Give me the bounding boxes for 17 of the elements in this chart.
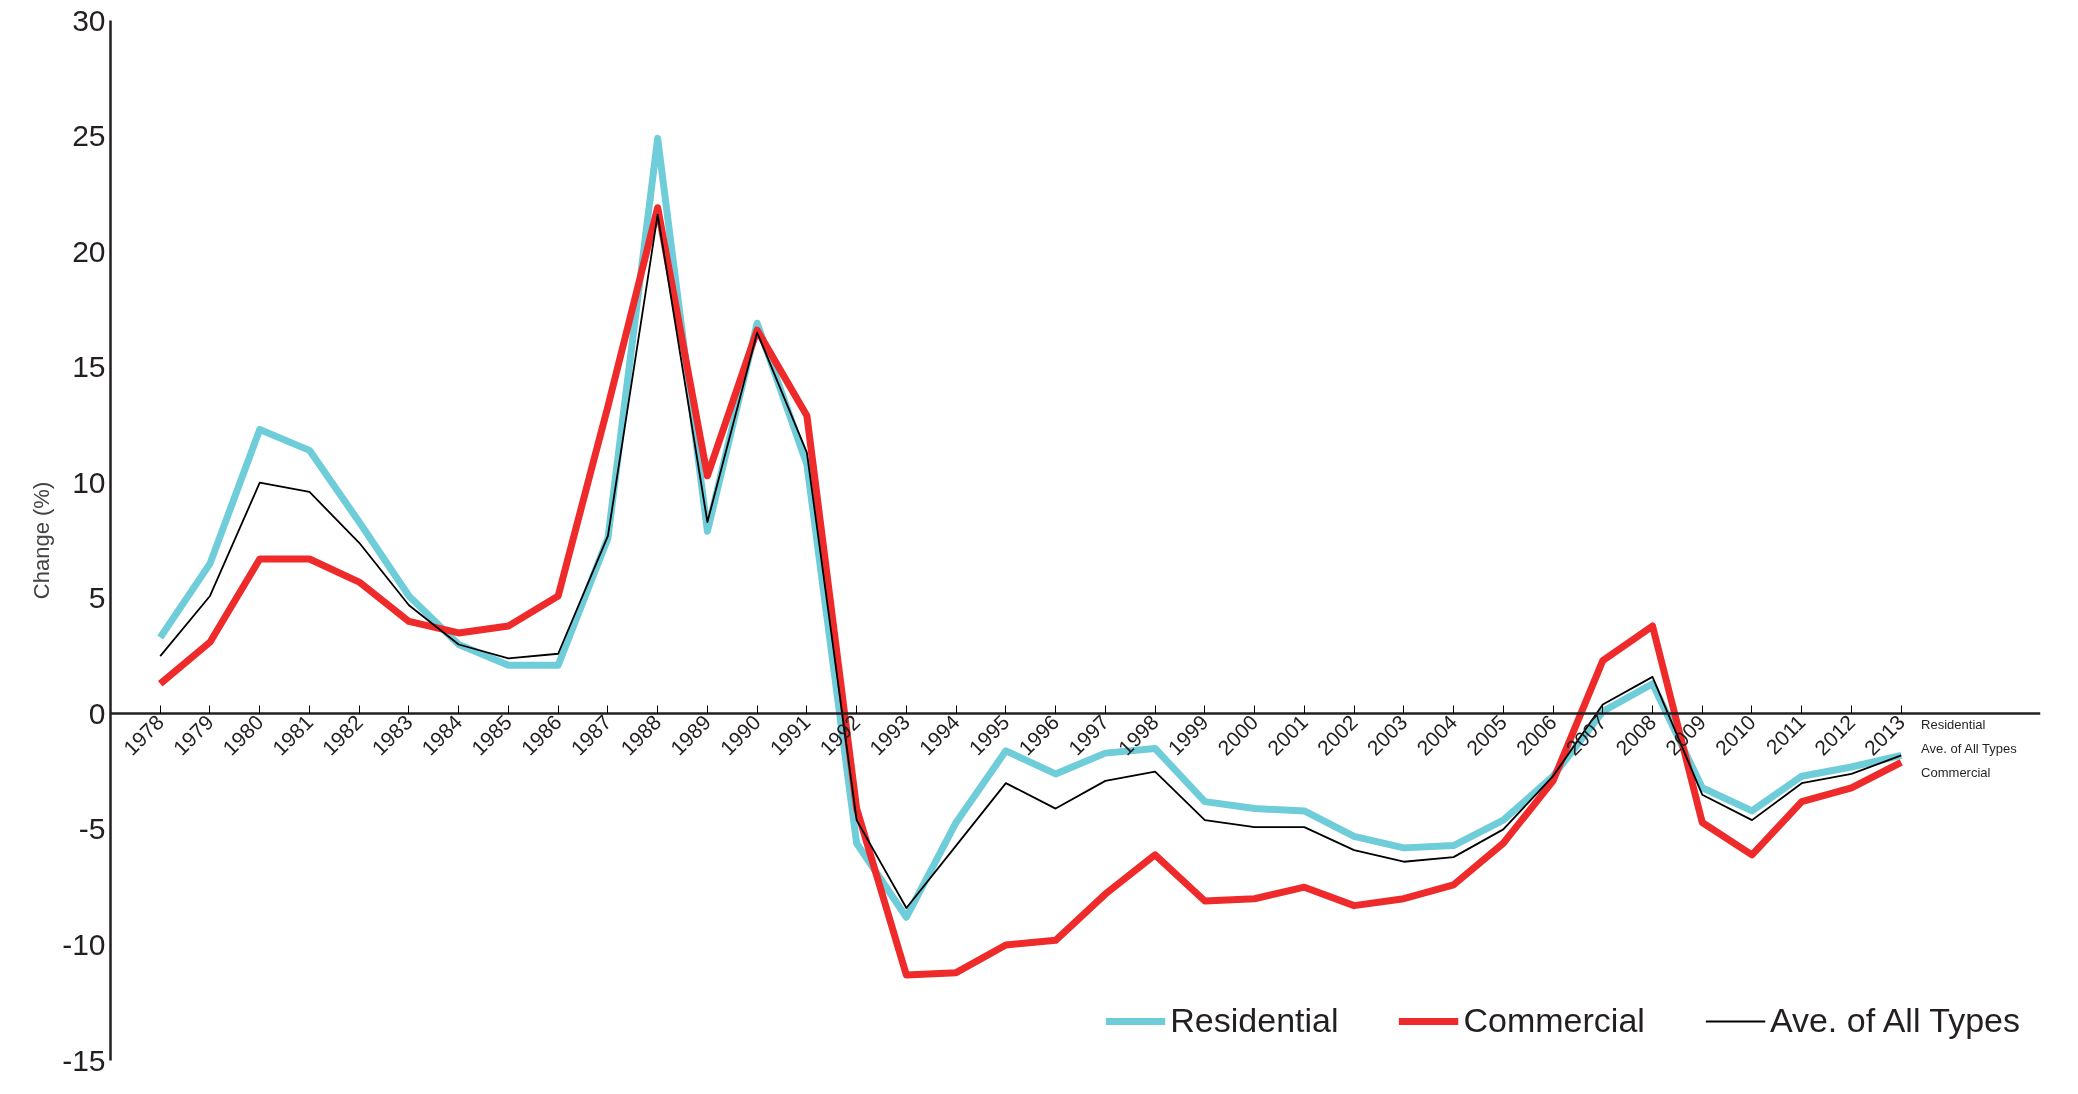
y-tick-label: -15 <box>62 1043 106 1077</box>
text: Residential <box>1921 716 1986 732</box>
y-tick-label: 10 <box>72 465 106 499</box>
text: Commercial <box>1921 764 1991 780</box>
legend-label: Commercial <box>1463 1001 1645 1040</box>
y-tick-label: 15 <box>72 350 106 384</box>
y-tick-label: 0 <box>88 696 106 730</box>
y-axis-title: Change (%) <box>29 481 55 600</box>
y-tick-label: -10 <box>62 927 106 961</box>
y-tick-label: 5 <box>88 581 106 615</box>
y-tick-label: 20 <box>72 234 106 268</box>
legend-label: Residential <box>1170 1001 1339 1040</box>
y-tick-label: 25 <box>72 119 106 153</box>
y-tick-label: 30 <box>72 3 106 37</box>
y-tick-label: -5 <box>78 812 106 846</box>
text: Ave. of All Types <box>1921 740 2017 756</box>
legend-label: Ave. of All Types <box>1769 1001 2020 1040</box>
